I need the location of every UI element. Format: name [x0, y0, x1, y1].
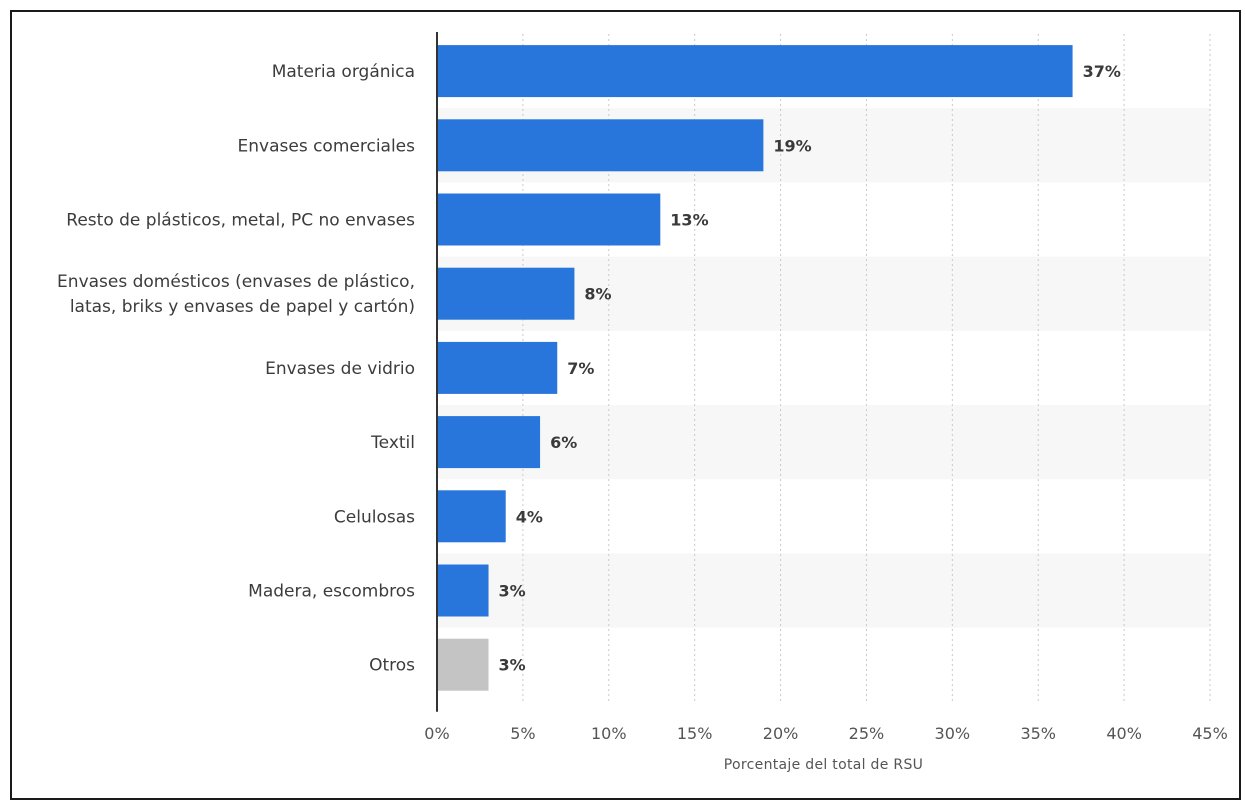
- bar: [437, 193, 661, 246]
- category-label: Otros: [369, 656, 415, 676]
- bar: [437, 490, 506, 543]
- category-label: Resto de plásticos, metal, PC no envases: [66, 211, 415, 231]
- category-label: Madera, escombros: [248, 582, 415, 602]
- category-label: Envases domésticos (envases de plástico,…: [57, 272, 415, 317]
- bar: [437, 564, 489, 617]
- value-label: 19%: [773, 136, 811, 155]
- bar: [437, 341, 558, 394]
- bar: [437, 45, 1073, 98]
- x-tick-label: 0%: [424, 724, 449, 743]
- value-label: 13%: [670, 211, 708, 230]
- value-labels: 37% 19% 13% 8% 7% 6% 4% 3% 3%: [499, 62, 1121, 675]
- x-tick-label: 20%: [763, 724, 799, 743]
- category-label: Envases comerciales: [238, 136, 416, 156]
- bars: [437, 45, 1073, 691]
- category-label: Celulosas: [334, 507, 415, 527]
- value-label: 3%: [499, 582, 526, 601]
- value-label: 4%: [516, 507, 543, 526]
- x-tick-label: 15%: [677, 724, 713, 743]
- value-label: 7%: [567, 359, 594, 378]
- bar-chart: Materia orgánica Envases comerciales Resto…: [57, 32, 1228, 773]
- value-label: 3%: [499, 656, 526, 675]
- x-tick-label: 5%: [510, 724, 535, 743]
- x-axis-title: Porcentaje del total de RSU: [724, 757, 923, 773]
- category-label: Materia orgánica: [272, 62, 415, 82]
- bar: [437, 638, 489, 691]
- value-label: 37%: [1083, 62, 1121, 81]
- category-label: Textil: [370, 433, 415, 453]
- x-tick-label: 30%: [935, 724, 971, 743]
- x-tick-label: 45%: [1192, 724, 1228, 743]
- category-labels: Materia orgánica Envases comerciales Resto…: [57, 62, 415, 676]
- row-band: [437, 553, 1210, 628]
- x-tick-labels: 0% 5% 10% 15% 20% 25% 30% 35% 40% 45%: [424, 724, 1227, 743]
- chart-frame: Materia orgánica Envases comerciales Resto…: [10, 10, 1241, 800]
- x-tick-label: 10%: [591, 724, 627, 743]
- bar: [437, 416, 541, 469]
- row-bands: [437, 108, 1210, 628]
- bar: [437, 119, 764, 172]
- bar: [437, 267, 575, 320]
- x-tick-label: 25%: [849, 724, 885, 743]
- value-label: 6%: [550, 433, 577, 452]
- category-label: Envases de vidrio: [265, 359, 415, 379]
- x-tick-label: 35%: [1020, 724, 1056, 743]
- x-tick-label: 40%: [1106, 724, 1142, 743]
- row-band: [437, 405, 1210, 480]
- value-label: 8%: [584, 285, 611, 304]
